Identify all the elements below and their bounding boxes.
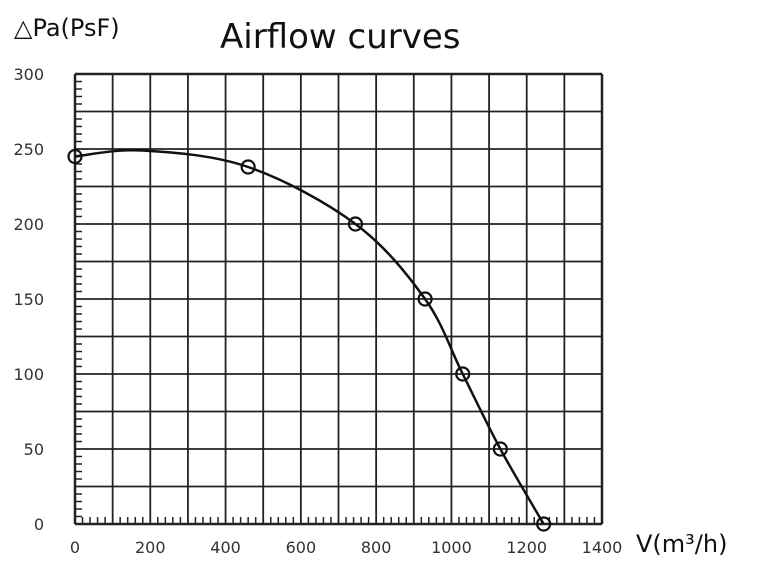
y-tick-label: 200 (13, 215, 44, 234)
x-tick-label: 200 (135, 538, 166, 557)
y-axis-label: △Pa(PsF) (14, 14, 120, 42)
x-tick-label: 1400 (582, 538, 623, 557)
x-tick-label: 1000 (431, 538, 472, 557)
y-tick-label: 150 (13, 290, 44, 309)
x-tick-label: 400 (210, 538, 241, 557)
x-tick-label: 800 (361, 538, 392, 557)
data-point (347, 216, 364, 232)
data-point (67, 148, 83, 165)
x-tick-label: 600 (286, 538, 317, 557)
y-tick-label: 50 (24, 440, 44, 459)
y-tick-label: 0 (34, 515, 44, 534)
data-point (492, 441, 508, 457)
data-point (417, 291, 433, 307)
data-point (240, 159, 256, 175)
x-axis-label: V(m³/h) (636, 530, 727, 558)
y-tick-label: 100 (13, 365, 44, 384)
y-tick-label: 300 (13, 65, 44, 84)
series-line (74, 148, 545, 525)
chart-title: Airflow curves (220, 17, 461, 57)
x-tick-label: 1200 (506, 538, 547, 557)
data-point (536, 516, 552, 532)
x-tick-label: 0 (70, 538, 80, 557)
data-point (455, 366, 471, 382)
y-tick-label: 250 (13, 140, 44, 159)
